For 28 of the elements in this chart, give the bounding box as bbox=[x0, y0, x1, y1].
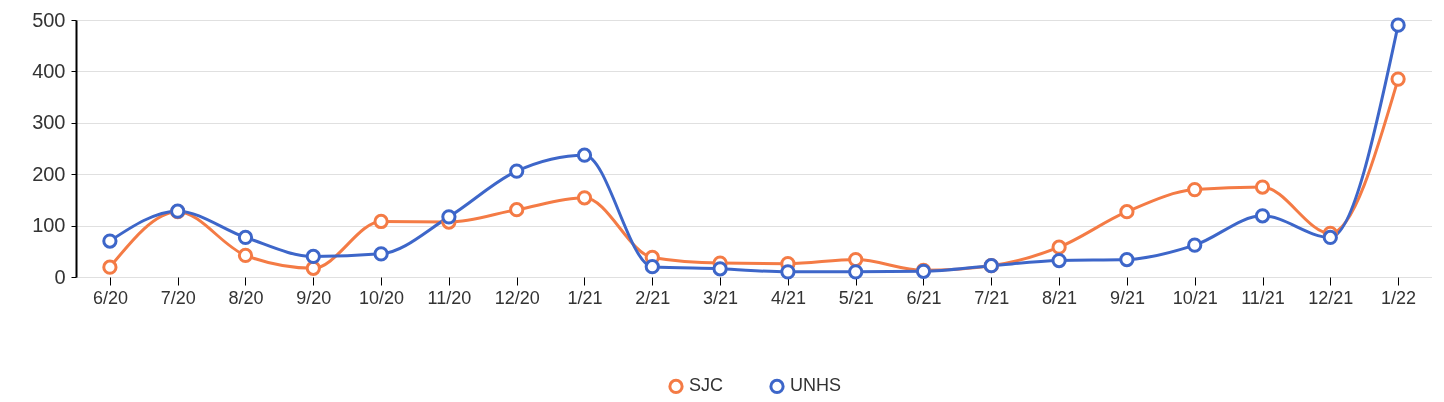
x-tick-label: 1/21 bbox=[567, 287, 603, 308]
x-tick-label: 12/20 bbox=[494, 287, 540, 308]
y-tick-label: 400 bbox=[32, 59, 66, 82]
y-tick-label: 300 bbox=[32, 111, 66, 134]
x-tick-label: 8/20 bbox=[228, 287, 264, 308]
x-tick-label: 10/20 bbox=[359, 287, 405, 308]
x-tick-label: 9/20 bbox=[296, 287, 332, 308]
x-tick-label: 9/21 bbox=[1109, 287, 1145, 308]
x-tick-label: 1/22 bbox=[1381, 287, 1417, 308]
x-tick-label: 12/21 bbox=[1308, 287, 1354, 308]
x-tick-label: 8/21 bbox=[1042, 287, 1078, 308]
x-tick-label: 7/20 bbox=[160, 287, 196, 308]
y-tick-label: 100 bbox=[32, 214, 66, 237]
y-tick-label: 200 bbox=[32, 162, 66, 185]
legend-label: SJC bbox=[689, 375, 724, 396]
x-tick-label: 2/21 bbox=[635, 287, 671, 308]
legend-label: UNHS bbox=[790, 375, 842, 396]
x-tick-label: 4/21 bbox=[770, 287, 806, 308]
y-tick-label: 0 bbox=[54, 265, 66, 288]
x-tick-label: 5/21 bbox=[838, 287, 874, 308]
x-tick-label: 6/21 bbox=[906, 287, 942, 308]
x-tick-label: 3/21 bbox=[703, 287, 739, 308]
x-tick-label: 10/21 bbox=[1172, 287, 1218, 308]
y-tick-label: 500 bbox=[32, 8, 66, 31]
x-tick-label: 11/21 bbox=[1241, 287, 1285, 308]
x-tick-label: 6/20 bbox=[92, 287, 128, 308]
x-tick-label: 11/20 bbox=[427, 287, 472, 308]
x-tick-label: 7/21 bbox=[974, 287, 1010, 308]
